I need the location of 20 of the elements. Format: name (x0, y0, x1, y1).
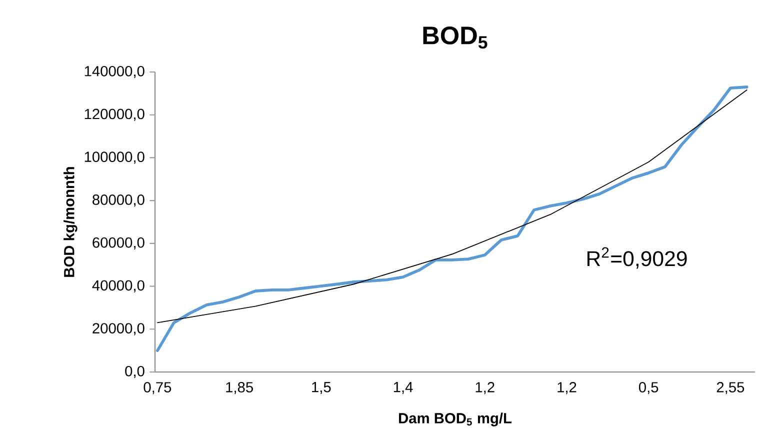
x-tick-label: 0,75 (144, 382, 172, 394)
annotation: R$^{2}$=0,9029 (587, 247, 687, 269)
chart-title: BOD$_{5}$ (423, 26, 488, 49)
y-tick-label: 80000,0 (92, 194, 144, 207)
y-tick-label: 40000,0 (92, 280, 144, 292)
x-tick-label: 1,4 (394, 382, 413, 394)
text: Dam BOD$_{5}$ mg/L (399, 412, 512, 426)
x-tick-label: 2,55 (716, 382, 744, 394)
x-tick-label: 1,85 (226, 382, 253, 394)
x-tick-label: 1,2 (558, 382, 576, 394)
x-tick-label: 1,5 (312, 382, 331, 394)
x-tick-label: 1,2 (476, 382, 494, 394)
x-tick-label: 0,5 (638, 382, 658, 394)
y-tick-label: 60000,0 (92, 237, 144, 250)
y-tick-label: 140000,0 (84, 66, 144, 78)
y-axis-title: BOD kg/monnth (64, 167, 78, 277)
y-tick-label: 120000,0 (84, 108, 144, 121)
y-tick-label: 100000,0 (84, 152, 144, 164)
y-tick-label: 0,0 (125, 366, 144, 378)
y-tick-label: 20000,0 (92, 323, 144, 336)
